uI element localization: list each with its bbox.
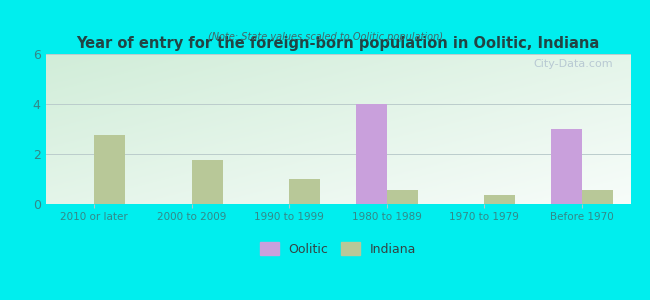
Bar [551, 129, 582, 204]
Title: Year of entry for the foreign-born population in Oolitic, Indiana: Year of entry for the foreign-born popul… [77, 36, 599, 51]
Text: City-Data.com: City-Data.com [533, 58, 613, 68]
Bar [484, 195, 515, 204]
Bar [387, 190, 418, 204]
Bar [94, 135, 125, 204]
Text: (Note: State values scaled to Oolitic population): (Note: State values scaled to Oolitic po… [207, 32, 443, 41]
Bar [192, 160, 223, 204]
Bar [582, 190, 613, 204]
Legend: Oolitic, Indiana: Oolitic, Indiana [255, 237, 421, 261]
Bar [289, 179, 320, 204]
Bar [356, 104, 387, 204]
